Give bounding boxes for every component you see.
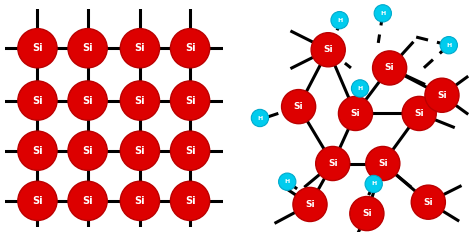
Circle shape [338, 96, 373, 131]
Circle shape [411, 185, 446, 219]
Circle shape [18, 131, 57, 170]
Text: Si: Si [294, 102, 303, 111]
Text: Si: Si [82, 96, 93, 105]
Circle shape [120, 181, 160, 220]
Text: Si: Si [437, 91, 447, 100]
Circle shape [293, 187, 327, 222]
Circle shape [351, 80, 369, 97]
Circle shape [18, 81, 57, 120]
Text: Si: Si [135, 43, 145, 53]
Circle shape [402, 96, 436, 131]
Text: Si: Si [32, 196, 43, 206]
Circle shape [311, 33, 345, 67]
Circle shape [171, 29, 210, 68]
Text: Si: Si [385, 63, 394, 72]
Circle shape [68, 181, 107, 220]
Text: Si: Si [185, 146, 195, 156]
Text: Si: Si [362, 209, 372, 218]
Circle shape [279, 173, 296, 190]
Text: H: H [380, 11, 385, 16]
Text: Si: Si [378, 159, 388, 168]
Text: H: H [446, 43, 451, 48]
Circle shape [316, 147, 350, 181]
Circle shape [68, 81, 107, 120]
Circle shape [331, 12, 348, 29]
Text: H: H [284, 179, 290, 184]
Text: Si: Si [305, 200, 315, 209]
Text: H: H [357, 86, 363, 91]
Circle shape [425, 78, 459, 112]
Circle shape [365, 175, 383, 193]
Text: Si: Si [351, 109, 360, 118]
Circle shape [171, 81, 210, 120]
Text: Si: Si [135, 196, 145, 206]
Text: H: H [257, 115, 263, 121]
Circle shape [68, 131, 107, 170]
Circle shape [366, 147, 400, 181]
Circle shape [251, 109, 269, 127]
Circle shape [18, 29, 57, 68]
Circle shape [374, 5, 392, 22]
Text: Si: Si [135, 96, 145, 105]
Text: Si: Si [185, 96, 195, 105]
Circle shape [120, 81, 160, 120]
Text: Si: Si [32, 96, 43, 105]
Circle shape [120, 131, 160, 170]
Text: Si: Si [414, 109, 424, 118]
Text: Si: Si [32, 43, 43, 53]
Text: Si: Si [32, 146, 43, 156]
Circle shape [171, 181, 210, 220]
Circle shape [18, 181, 57, 220]
Text: H: H [337, 18, 342, 23]
Text: Si: Si [135, 146, 145, 156]
Circle shape [350, 197, 384, 231]
Text: Si: Si [82, 146, 93, 156]
Text: Si: Si [82, 43, 93, 53]
Text: Si: Si [323, 45, 333, 54]
Text: H: H [371, 181, 376, 186]
Circle shape [440, 37, 457, 54]
Circle shape [171, 131, 210, 170]
Text: Si: Si [423, 198, 433, 207]
Text: Si: Si [328, 159, 337, 168]
Circle shape [68, 29, 107, 68]
Circle shape [282, 89, 316, 124]
Text: Si: Si [185, 196, 195, 206]
Circle shape [120, 29, 160, 68]
Text: Si: Si [82, 196, 93, 206]
Text: Si: Si [185, 43, 195, 53]
Circle shape [373, 51, 407, 85]
